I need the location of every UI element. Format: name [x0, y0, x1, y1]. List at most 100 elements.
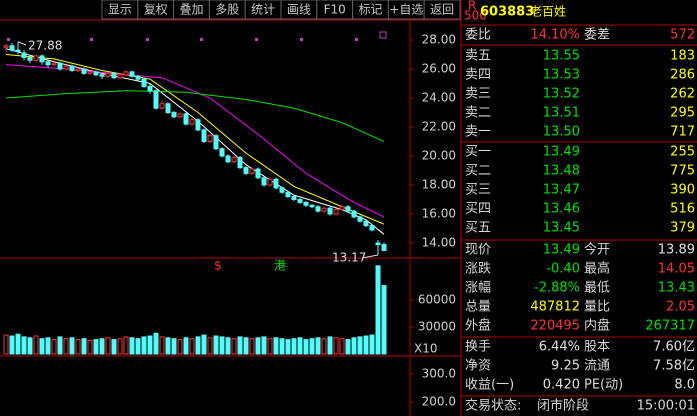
volume-bar — [195, 336, 201, 355]
candle-body — [147, 85, 153, 92]
volume-bar — [345, 339, 351, 355]
row-value: 13.45 — [543, 221, 580, 236]
candle-body — [93, 71, 99, 76]
volume-bar — [9, 335, 15, 355]
row-value: 13.46 — [543, 202, 580, 217]
y-tick-label: 30000 — [418, 320, 456, 334]
volume-bar — [177, 339, 183, 355]
toolbar-label[interactable]: 显示 — [108, 3, 132, 17]
row-label: 卖三 — [465, 87, 491, 102]
candle-body — [309, 204, 315, 208]
volume-bar — [267, 338, 273, 355]
moving-average — [5, 64, 385, 218]
row-value: 14.10% — [530, 28, 580, 43]
candle-body — [297, 199, 303, 203]
row-value: -0.40 — [546, 262, 580, 277]
y-tick-label: 60000 — [418, 293, 456, 307]
candle-body — [189, 119, 195, 125]
volume-bar — [225, 337, 231, 355]
volume-bar — [261, 336, 267, 355]
candle-body — [63, 65, 69, 70]
candle-body — [45, 61, 51, 66]
toolbar-label[interactable]: F10 — [324, 3, 346, 17]
row-label: 最低 — [584, 281, 610, 296]
volume-bar — [27, 337, 33, 355]
row-value: 7.58亿 — [653, 359, 695, 374]
toolbar-label[interactable]: 多股 — [215, 3, 239, 17]
candle-body — [171, 112, 177, 118]
candle-body — [285, 191, 291, 198]
volume-bar — [309, 338, 315, 355]
toolbar-label[interactable]: 标记 — [358, 3, 382, 17]
volume-bar — [81, 338, 87, 355]
volume-bar — [303, 339, 309, 355]
row-value: 0.420 — [543, 378, 580, 393]
candle-body — [213, 135, 219, 150]
candle-body — [225, 155, 231, 163]
volume-bar — [201, 334, 207, 355]
volume-bar — [153, 332, 159, 355]
volume-bar — [93, 339, 99, 355]
annotation-arrow — [17, 41, 27, 46]
candle-body — [273, 178, 279, 189]
toolbar-label[interactable]: 统计 — [251, 3, 275, 17]
y-tick-label: 16.00 — [422, 207, 456, 221]
candle-body — [135, 75, 141, 80]
status-label: 交易状态: — [465, 398, 521, 414]
candle-body — [255, 168, 261, 179]
volume-bar — [273, 337, 279, 355]
row-label: 涨幅 — [465, 281, 491, 296]
volume-bar — [183, 337, 189, 355]
row-label: 外盘 — [465, 318, 491, 334]
row-label: 现价 — [465, 243, 491, 258]
candle-body — [129, 71, 135, 77]
candle-body — [351, 210, 357, 218]
status-time: 15:00:01 — [637, 399, 695, 414]
volume-bar — [165, 337, 171, 355]
event-mark: $ — [214, 259, 222, 273]
volume-bar — [117, 338, 123, 355]
volume-bar — [63, 338, 69, 355]
candle-body — [381, 244, 387, 251]
candle-body — [207, 135, 213, 142]
candle-body — [159, 103, 165, 109]
volume-bar — [33, 335, 39, 355]
toolbar-label[interactable]: +自选 — [389, 3, 423, 17]
low-annotation: 13.17 — [332, 251, 366, 265]
row-value: 13.47 — [543, 183, 580, 198]
toolbar-label[interactable]: 复权 — [144, 3, 168, 17]
y-tick-label: 14.00 — [422, 236, 456, 250]
toolbar-label[interactable]: 返回 — [430, 3, 454, 17]
row-volume: 286 — [670, 68, 695, 83]
volume-bar — [237, 336, 243, 355]
volume-bar — [339, 338, 345, 355]
toolbar-button[interactable] — [423, 0, 461, 20]
volume-bar — [249, 338, 255, 355]
candle-body — [39, 55, 45, 63]
toolbar-label[interactable]: 叠加 — [179, 3, 203, 17]
stock-code: 603883 — [480, 5, 534, 20]
volume-bar — [231, 338, 237, 355]
candle-body — [27, 56, 33, 61]
high-annotation: 27.88 — [28, 39, 62, 53]
row-label: 总量 — [465, 300, 491, 315]
toolbar-label[interactable]: 画线 — [287, 3, 311, 17]
volume-bar — [321, 338, 327, 355]
row-label: PE(动) — [584, 378, 623, 393]
row-volume: 516 — [670, 202, 695, 217]
volume-bar — [213, 335, 219, 355]
volume-unit: X10 — [414, 342, 438, 356]
row-volume: 255 — [670, 145, 695, 160]
y-tick-label: 20.00 — [422, 149, 456, 163]
candle-body — [51, 62, 57, 66]
row-volume: 379 — [670, 221, 695, 236]
volume-bar — [255, 337, 261, 355]
candle-body — [327, 207, 333, 215]
volume-bar — [123, 336, 129, 355]
candle-body — [195, 119, 201, 131]
candle-body — [81, 68, 87, 74]
row-value: 13.55 — [543, 49, 580, 64]
row-value: 13.50 — [543, 125, 580, 140]
